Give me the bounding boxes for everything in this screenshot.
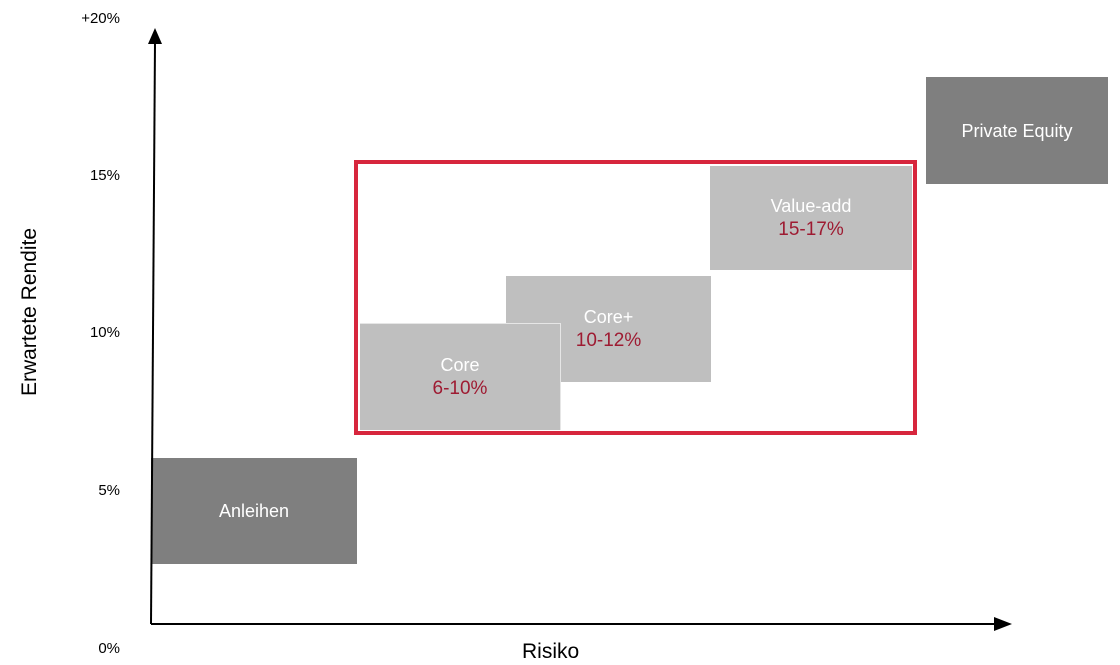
box-private-equity-label: Private Equity	[961, 120, 1073, 141]
y-axis-arrow	[148, 28, 162, 44]
box-anleihen: Anleihen	[151, 458, 357, 564]
y-tick-15: 15%	[89, 167, 120, 184]
y-tick-5: 5%	[98, 482, 120, 499]
box-core-label: Core	[440, 355, 480, 375]
y-axis-line	[150, 41, 156, 625]
box-core-plus-range: 10-12%	[575, 330, 642, 351]
x-axis-arrow	[994, 617, 1012, 631]
box-value-add-range: 15-17%	[778, 219, 844, 240]
box-core-range: 6-10%	[432, 378, 488, 399]
box-core: Core 6-10%	[360, 323, 561, 430]
box-core-plus-label: Core+	[583, 307, 634, 327]
y-tick-0: 0%	[98, 640, 120, 657]
x-axis-title: Risiko	[522, 640, 580, 663]
real-estate-highlight-frame	[354, 160, 917, 435]
box-value-add-label: Value-add	[770, 196, 852, 216]
y-tick-10: 10%	[89, 324, 120, 341]
y-tick-20: +20%	[81, 10, 120, 27]
box-anleihen-label: Anleihen	[218, 501, 290, 521]
box-value-add: Value-add 15-17%	[710, 166, 912, 270]
box-private-equity: Private Equity	[926, 77, 1108, 184]
